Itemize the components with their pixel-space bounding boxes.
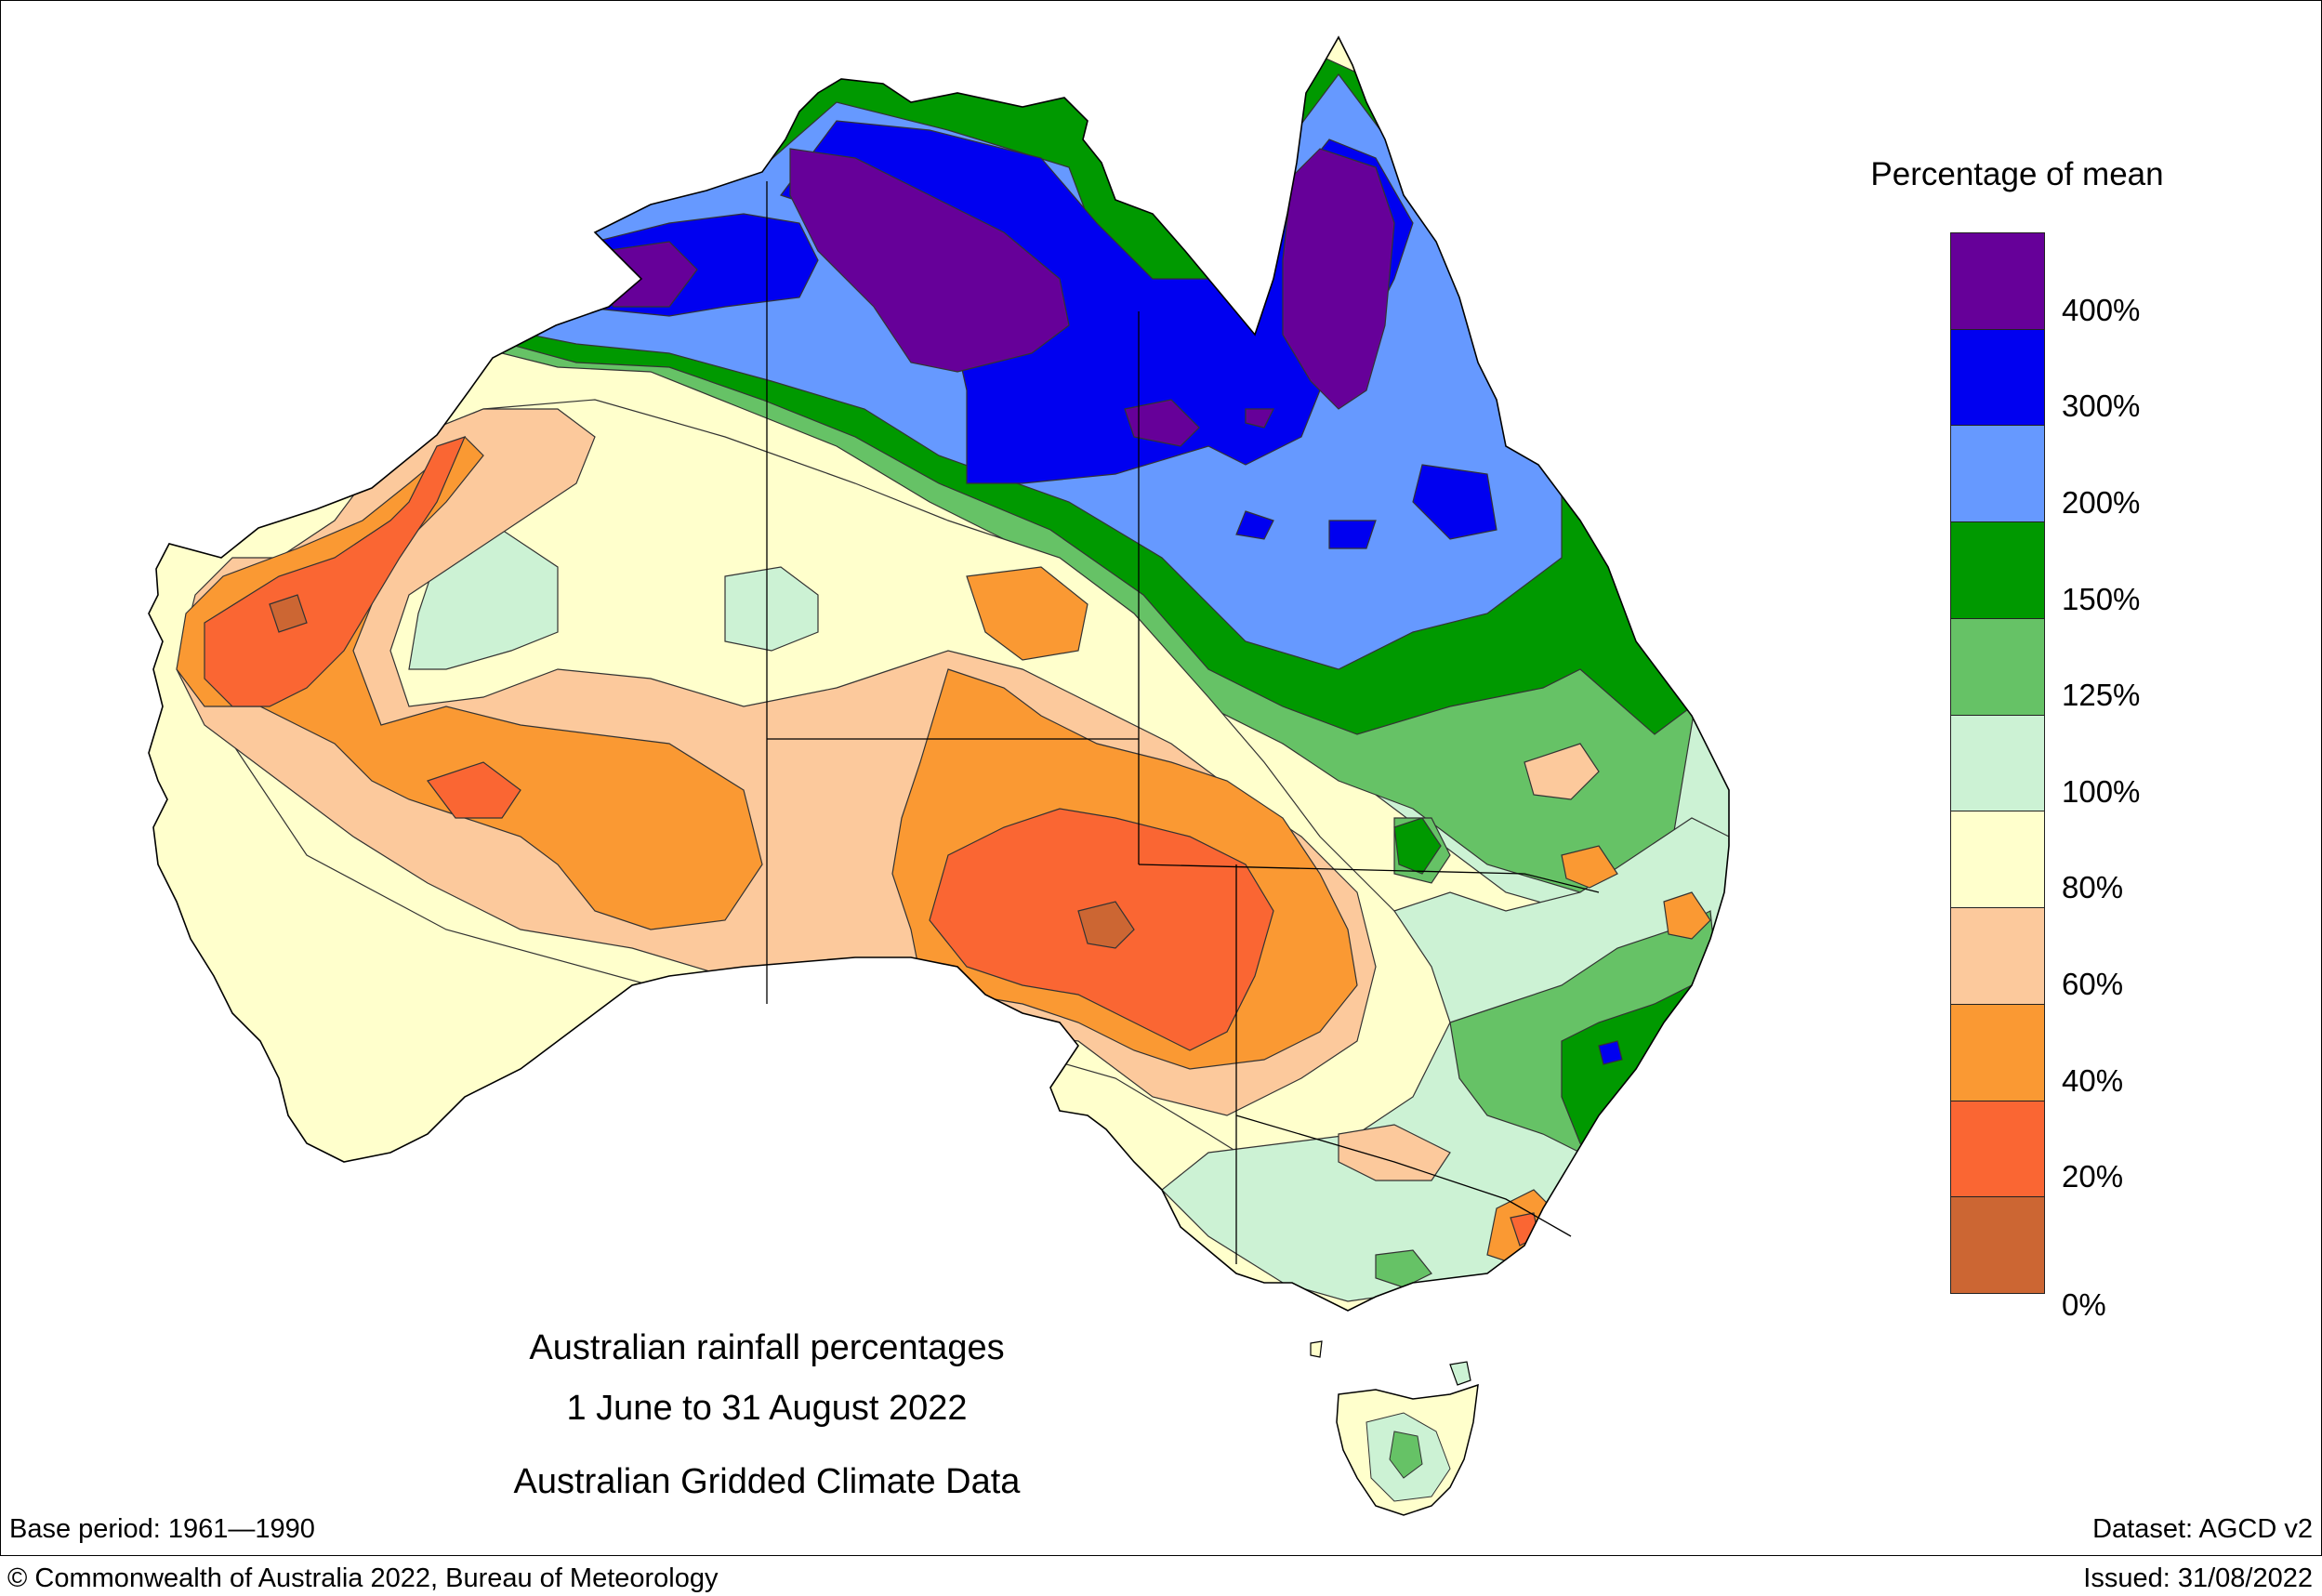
legend-swatch: [1951, 1101, 2044, 1198]
zone-southeast-300: [1598, 1040, 1623, 1065]
legend-tick-label: 300%: [2062, 389, 2141, 423]
legend-swatch: [1951, 1197, 2044, 1294]
flinders-island: [1449, 1361, 1471, 1386]
legend-tick-label: 100%: [2062, 774, 2141, 809]
legend-tick-label: 400%: [2062, 293, 2141, 327]
zone-central-0: [269, 594, 1135, 949]
base-period: Base period: 1961—1990: [9, 1514, 315, 1544]
legend-tick-label: 150%: [2062, 582, 2141, 616]
legend-swatch: [1951, 908, 2044, 1005]
dataset-label: Dataset: AGCD v2: [2092, 1514, 2313, 1544]
map-subtitle-source: Australian Gridded Climate Data: [513, 1462, 1021, 1501]
legend-swatch: [1951, 811, 2044, 909]
zone-southeast-60: [1338, 743, 1600, 1181]
legend-swatch: [1951, 522, 2044, 619]
legend-colorbar: [1950, 232, 2045, 1294]
issued-date: Issued: 31/08/2022: [2083, 1563, 2313, 1593]
legend-swatch: [1951, 233, 2044, 330]
rainfall-zones: [176, 37, 1729, 1302]
legend-tick-label: 0%: [2062, 1287, 2106, 1322]
mainland-outline: [148, 35, 1730, 1312]
zone-central-20: [204, 436, 1274, 1051]
tasmania: [1310, 1340, 1479, 1516]
zone-north-400: [594, 148, 1395, 447]
legend-tick-label: 20%: [2062, 1159, 2124, 1194]
legend-swatch: [1951, 618, 2044, 716]
legend-tick-label: 60%: [2062, 967, 2124, 1001]
zone-central-pocket: [408, 529, 819, 670]
legend-swatch: [1951, 1004, 2044, 1101]
legend-swatch: [1951, 329, 2044, 427]
border-qld-nsw: [1138, 864, 1600, 893]
map-subtitle-dates: 1 June to 31 August 2022: [566, 1389, 968, 1428]
tasmania-wetter: [1389, 1431, 1423, 1479]
legend-tick-label: 200%: [2062, 485, 2141, 520]
legend-tick-label: 125%: [2062, 678, 2141, 712]
legend-tick-label: 40%: [2062, 1063, 2124, 1098]
rainfall-map: [148, 35, 1730, 1516]
legend-swatch: [1951, 715, 2044, 812]
copyright: © Commonwealth of Australia 2022, Bureau…: [7, 1563, 719, 1593]
kings-island: [1310, 1340, 1323, 1358]
legend-title: Percentage of mean: [1870, 156, 2164, 192]
map-title: Australian rainfall percentages: [529, 1328, 1005, 1367]
legend-tick-label: 80%: [2062, 870, 2124, 904]
legend-swatch: [1951, 426, 2044, 523]
